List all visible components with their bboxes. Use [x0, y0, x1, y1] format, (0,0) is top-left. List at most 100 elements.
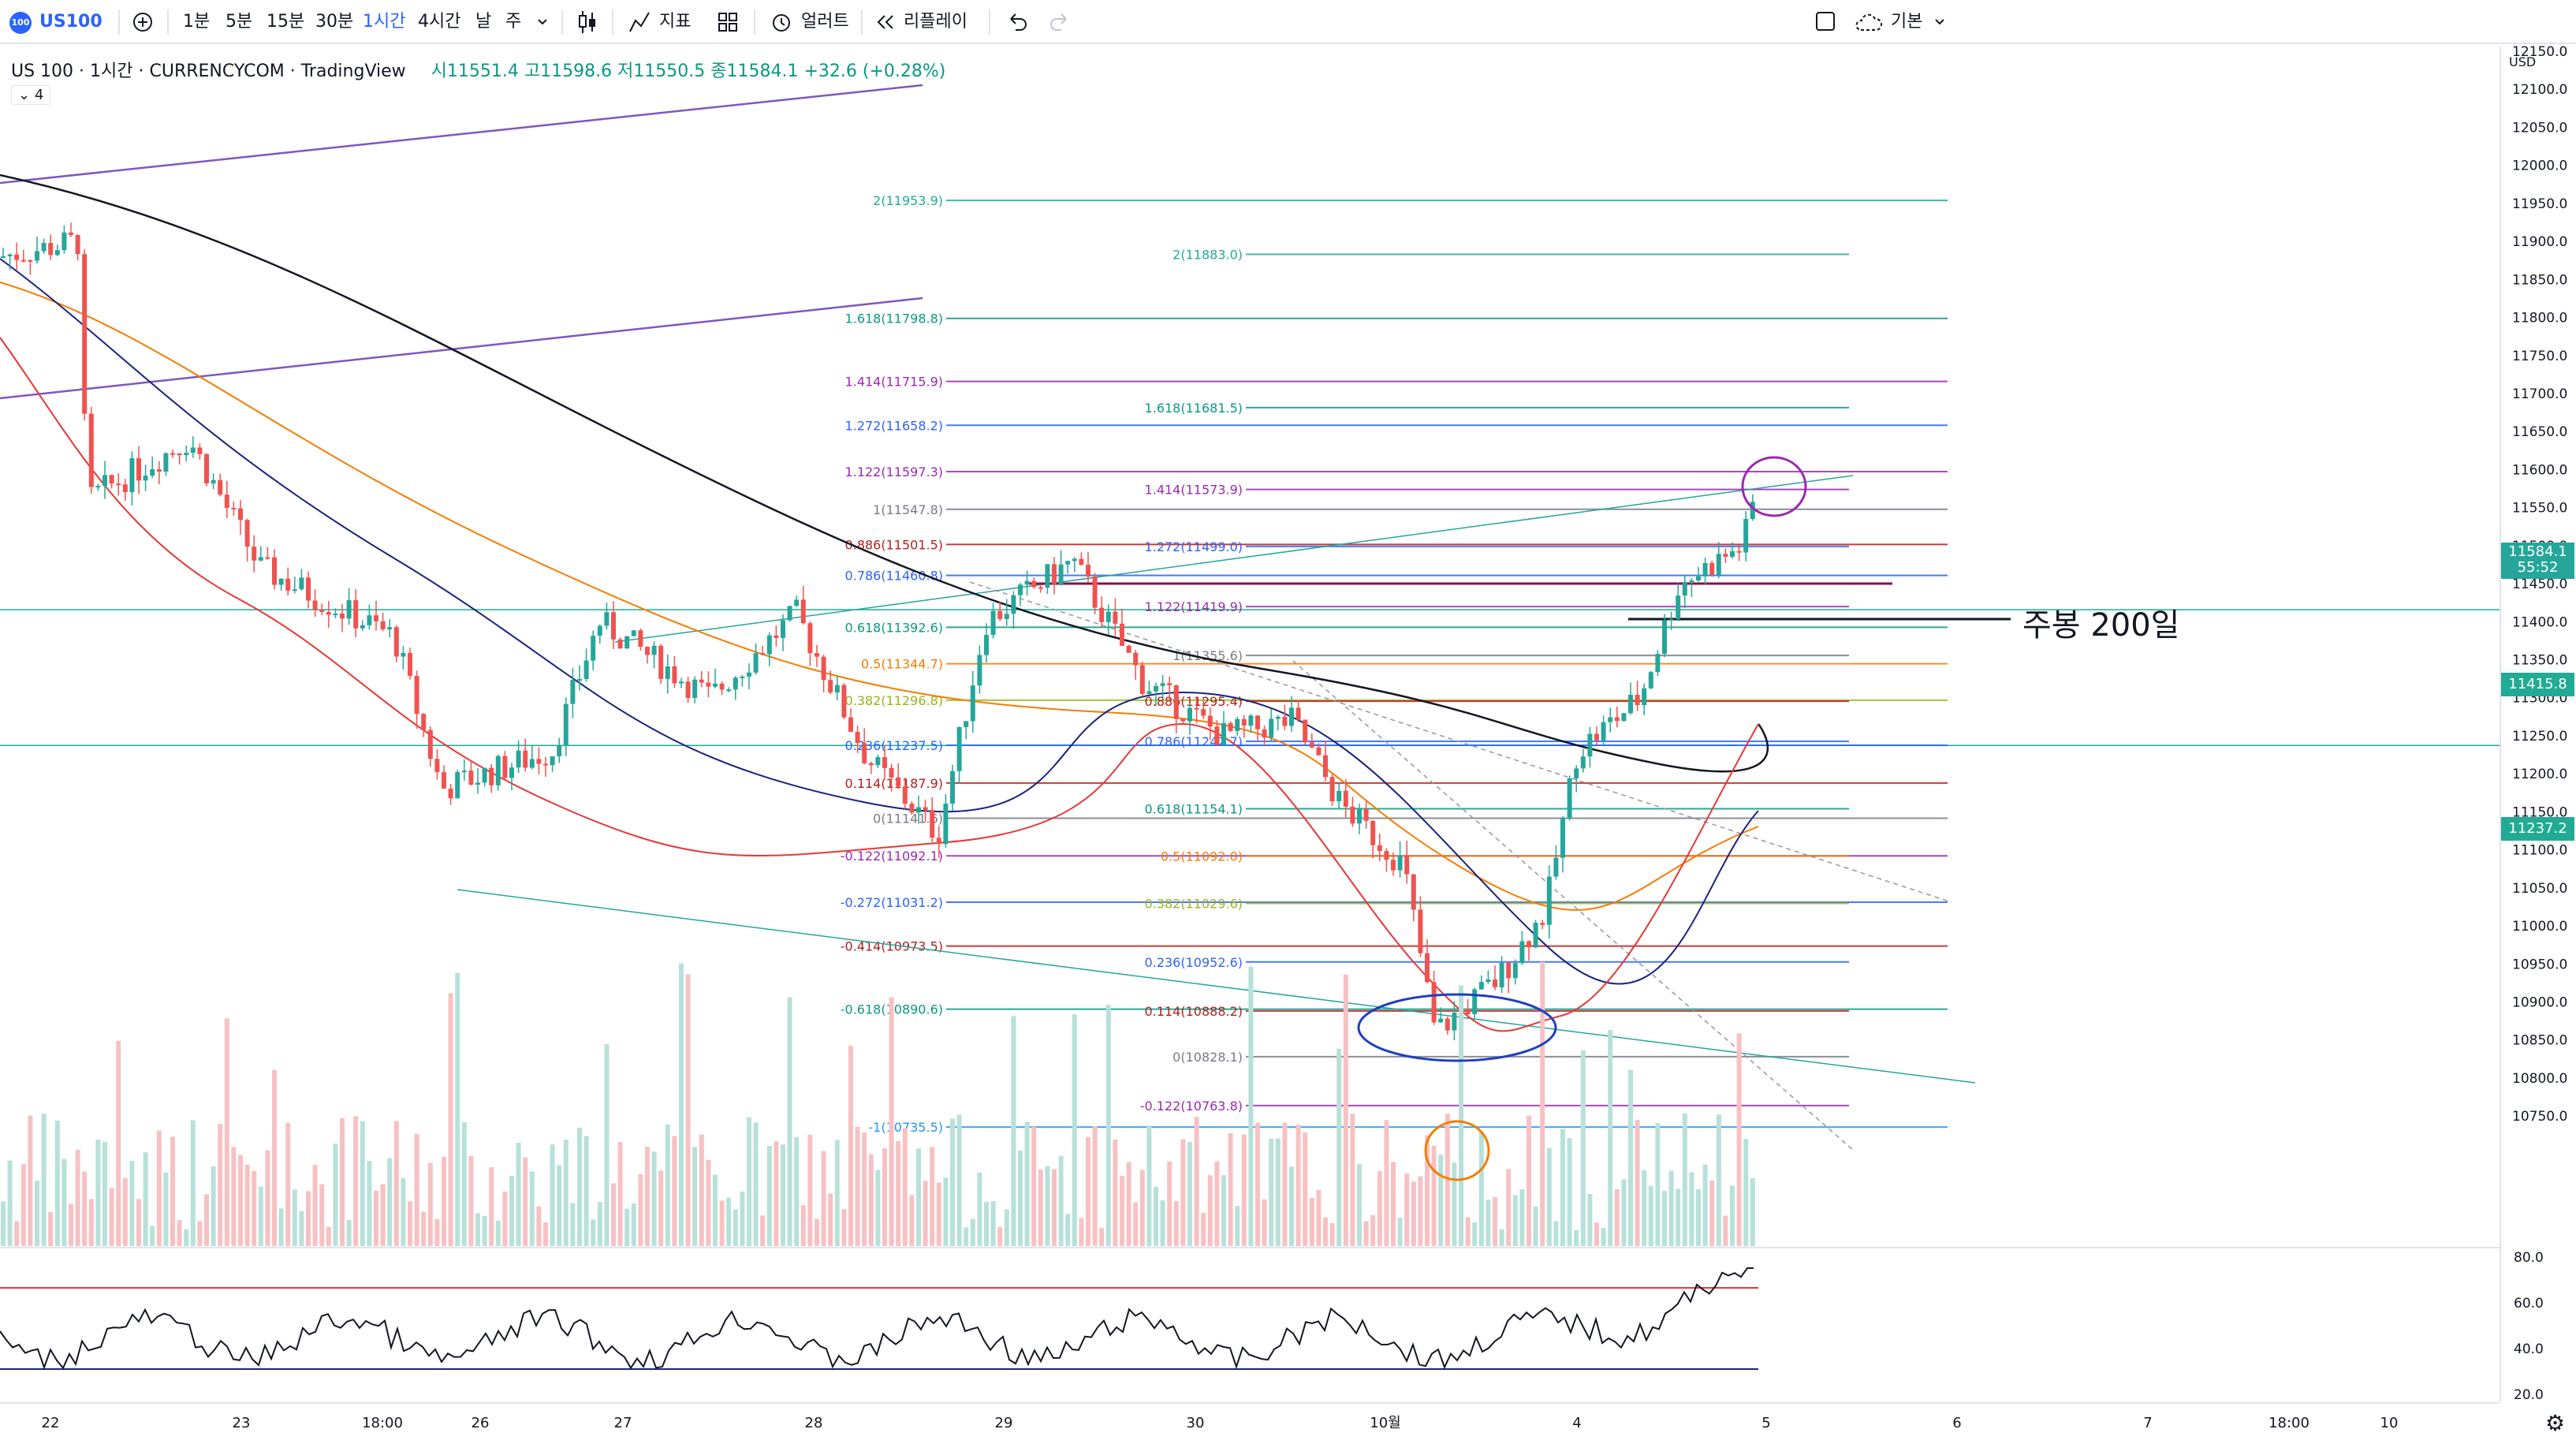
candle-body: [1282, 716, 1288, 726]
volume-bar: [1316, 1190, 1322, 1246]
price-scale[interactable]: USD 12150.0 12100.0 12050.0 12000.0 11950.0 11…: [2500, 44, 2576, 1403]
interval-1h[interactable]: 1시간: [363, 12, 406, 32]
alert-button[interactable]: 얼러트: [801, 12, 849, 32]
candle-body: [794, 599, 800, 606]
candle-body: [224, 494, 229, 508]
toolbar-divider: [118, 9, 120, 35]
fib-left-label: 0.618(11392.6): [845, 620, 943, 635]
candle-body: [1736, 550, 1742, 553]
candle-body: [909, 804, 915, 813]
candle-body: [244, 520, 250, 547]
volume-bar: [1459, 985, 1463, 1246]
volume-bar: [747, 1117, 751, 1246]
indicators-button[interactable]: 지표: [659, 12, 692, 32]
candle-body: [427, 729, 433, 759]
fib-left-label: 0.5(11344.7): [861, 657, 943, 672]
price-label: 11000.0: [2512, 919, 2567, 935]
chevron-down-icon[interactable]: [1932, 0, 1948, 44]
volume-bar: [841, 1209, 847, 1246]
chart-pane[interactable]: 2(11953.9) 1.618(11798.8) 1.414(11715.9) 1.…: [0, 46, 2500, 1402]
volume-bar: [699, 1134, 704, 1246]
candle-body: [136, 458, 141, 481]
volume-bar: [244, 1164, 250, 1246]
fib-left-label: 0.236(11237.5): [845, 738, 943, 753]
candle-body: [48, 243, 54, 256]
volume-bar: [536, 1206, 542, 1246]
interval-day[interactable]: 날: [475, 12, 492, 32]
fib-right-label: 1.618(11681.5): [1145, 401, 1243, 416]
candle-body: [1438, 1018, 1444, 1023]
price-chart[interactable]: 2(11953.9) 1.618(11798.8) 1.414(11715.9) 1.…: [0, 46, 2500, 1402]
candle-body: [543, 763, 548, 766]
interval-5m[interactable]: 5분: [226, 12, 253, 32]
indicators-icon[interactable]: [628, 0, 651, 44]
price-label: 11350.0: [2512, 653, 2567, 669]
interval-1m[interactable]: 1분: [183, 12, 211, 32]
candles-icon[interactable]: [576, 0, 599, 44]
symbol-logo[interactable]: 100: [9, 12, 32, 34]
candle-body: [1676, 595, 1681, 620]
volume-bar: [156, 1130, 162, 1246]
candle-body: [1154, 685, 1158, 692]
volume-bar: [1269, 1139, 1274, 1246]
undo-icon[interactable]: [1005, 0, 1028, 44]
volume-bar: [815, 1218, 819, 1246]
candle-body: [129, 458, 135, 493]
gear-icon[interactable]: ⚙: [2545, 1410, 2566, 1436]
time-label: 10: [2380, 1415, 2399, 1431]
annotation-text[interactable]: 주봉 200일: [2022, 607, 2180, 644]
volume-bar: [923, 1181, 928, 1246]
volume-bar: [984, 1201, 989, 1246]
redo-icon[interactable]: [1049, 0, 1072, 44]
volume-bar: [1262, 1199, 1267, 1246]
candle-body: [930, 810, 935, 838]
layout-name-button[interactable]: 기본: [1891, 12, 1923, 32]
time-scale[interactable]: 22 23 18:00 26 27 28 29 30 10월 4 5 6 7 18:00 10: [0, 1402, 2500, 1441]
chevron-down-icon[interactable]: [535, 0, 550, 44]
volume-bar: [442, 1157, 446, 1246]
volume-bar: [1608, 1030, 1613, 1246]
volume-bar: [1289, 1166, 1294, 1246]
volume-bar: [1018, 1150, 1023, 1246]
candle-body: [190, 447, 196, 453]
layout-grid-icon[interactable]: [716, 0, 740, 44]
candle-body: [563, 703, 569, 746]
volume-bar: [597, 1202, 602, 1246]
rewind-icon[interactable]: [874, 0, 897, 44]
symbol-search-button[interactable]: US100: [39, 12, 103, 32]
candle-body: [401, 652, 406, 657]
interval-30m[interactable]: 30분: [315, 12, 354, 32]
replay-button[interactable]: 리플레이: [904, 12, 967, 32]
interval-week[interactable]: 주: [505, 12, 522, 32]
price-label: 12150.0: [2512, 46, 2567, 60]
interval-15m[interactable]: 15분: [267, 12, 305, 32]
cloud-icon[interactable]: [1853, 0, 1884, 44]
volume-bar: [638, 1173, 643, 1246]
fullscreen-icon[interactable]: [1814, 0, 1837, 44]
time-label: 27: [614, 1415, 632, 1431]
add-symbol-icon[interactable]: [131, 0, 155, 44]
volume-bar: [753, 1122, 759, 1246]
alarm-clock-icon[interactable]: [770, 0, 793, 44]
indicator-count-badge[interactable]: ⌄ 4: [11, 85, 51, 105]
trend-line-dashed: [1292, 660, 1854, 1151]
candle-body: [1086, 565, 1090, 577]
candle-body: [468, 771, 474, 785]
candle-body: [14, 254, 20, 260]
candle-body: [638, 630, 643, 647]
channel-line-lower: [0, 297, 923, 400]
volume-bar: [353, 1116, 359, 1246]
volume-bar: [611, 1183, 616, 1246]
volume-bar: [1248, 966, 1254, 1246]
candle-body: [1255, 715, 1260, 729]
volume-bar: [1696, 1189, 1701, 1246]
candle-body: [122, 484, 128, 493]
interval-4h[interactable]: 4시간: [418, 12, 461, 32]
fib-right-label: 1.414(11573.9): [1145, 483, 1243, 498]
volume-bar: [956, 1114, 962, 1246]
candle-body: [516, 750, 521, 768]
volume-bar: [1255, 1122, 1260, 1246]
volume-bar: [1506, 1169, 1512, 1246]
volume-bar: [950, 1118, 955, 1246]
candle-body: [1723, 554, 1728, 558]
